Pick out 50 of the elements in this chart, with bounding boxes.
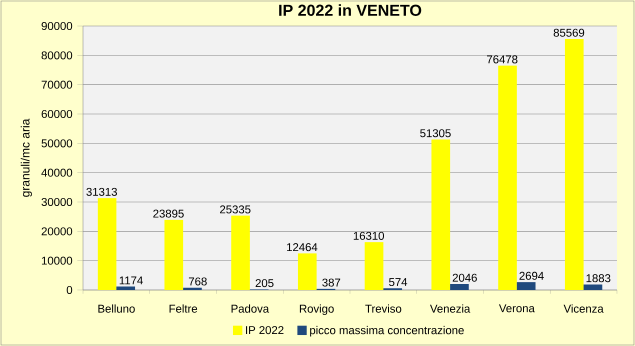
bar — [98, 198, 116, 290]
data-label: 205 — [256, 279, 274, 288]
bar — [116, 286, 136, 290]
data-label: 12464 — [287, 243, 318, 252]
bar — [164, 220, 184, 290]
data-label: 76478 — [487, 55, 518, 64]
x-tick-label: Venezia — [430, 304, 470, 313]
data-label: 387 — [322, 278, 340, 287]
bar — [516, 282, 536, 290]
data-label: 85569 — [554, 28, 584, 37]
data-label: 768 — [188, 277, 207, 286]
y-tick-label: 0 — [66, 286, 72, 294]
data-label: 16310 — [354, 232, 384, 240]
y-tick-label: 80000 — [42, 51, 72, 60]
x-tick-label: Feltre — [170, 304, 198, 313]
x-tick-label: Verona — [498, 304, 535, 312]
x-tick-label: Treviso — [365, 304, 402, 313]
data-label: 51305 — [420, 129, 451, 138]
data-label: 23895 — [153, 210, 184, 218]
bar — [231, 216, 250, 290]
y-tick-label: 30000 — [42, 198, 72, 206]
chart-title: IP 2022 in VENETO — [279, 4, 422, 16]
y-tick-label: 50000 — [42, 139, 72, 148]
x-tick-label: Vicenza — [564, 304, 604, 313]
y-tick-label: 90000 — [42, 22, 72, 30]
x-tick-label: Rovigo — [300, 304, 334, 315]
y-tick-label: 10000 — [42, 256, 72, 265]
y-tick-label: 70000 — [42, 80, 72, 89]
data-label: 2046 — [452, 274, 477, 282]
y-tick-label: 60000 — [42, 110, 72, 118]
data-label: 25335 — [220, 205, 250, 214]
bar — [564, 39, 584, 290]
data-label: 574 — [389, 278, 408, 286]
data-label: 31313 — [86, 188, 117, 196]
y-tick-label: 40000 — [41, 168, 72, 177]
legend-label: picco massima concentrazione — [310, 326, 464, 336]
y-axis-title: granuli/mc aria — [20, 118, 32, 197]
y-tick-label: 20000 — [42, 227, 72, 236]
bar — [298, 253, 317, 290]
bar — [584, 284, 602, 290]
bar — [450, 284, 469, 290]
data-label: 1883 — [586, 274, 610, 282]
legend-label: IP 2022 — [246, 326, 284, 334]
data-label: 1174 — [120, 276, 143, 284]
bar — [431, 140, 450, 290]
x-tick-label: Padova — [232, 304, 270, 313]
bar — [498, 66, 517, 290]
bar — [364, 242, 384, 290]
data-label: 2694 — [519, 272, 544, 280]
x-tick-label: Belluno — [98, 304, 135, 313]
